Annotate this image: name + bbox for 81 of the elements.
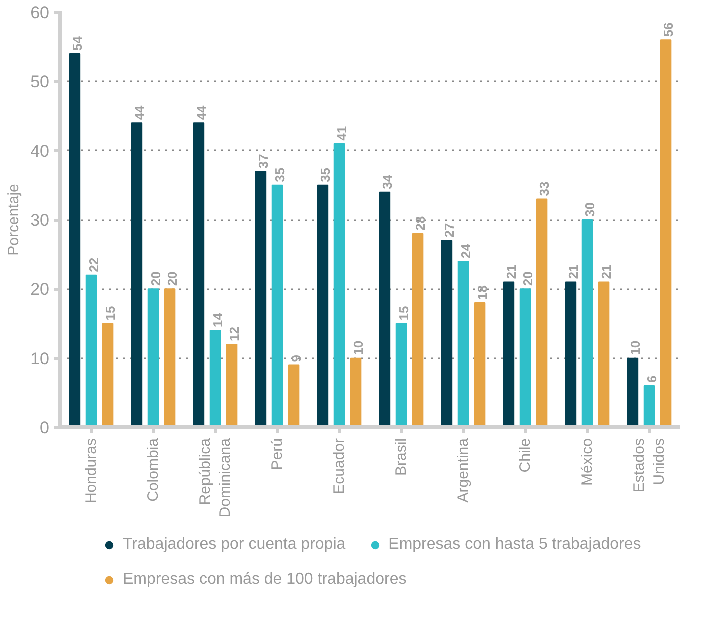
data-label: 12 bbox=[227, 327, 242, 342]
data-label: 18 bbox=[475, 286, 490, 300]
data-label: 44 bbox=[194, 104, 209, 120]
data-label: 22 bbox=[86, 258, 102, 272]
data-label: 56 bbox=[661, 22, 676, 38]
bar bbox=[317, 184, 329, 428]
x-tick-label: Chile bbox=[517, 438, 534, 473]
y-axis-title: Porcentaje bbox=[6, 184, 23, 256]
data-label: 35 bbox=[318, 168, 333, 182]
x-tick-label: Estados Unidos bbox=[630, 438, 668, 493]
bar bbox=[86, 274, 98, 428]
bar bbox=[412, 233, 424, 428]
y-tick-label: 0 bbox=[40, 418, 50, 438]
legend-label: Empresas con hasta 5 trabajadores bbox=[388, 536, 642, 554]
x-tick-label: Colombia bbox=[145, 438, 162, 502]
x-tick-label: Brasil bbox=[393, 438, 410, 476]
legend-label: Empresas con más de 100 trabajadores bbox=[123, 571, 407, 589]
data-label: 28 bbox=[413, 216, 428, 231]
data-label: 35 bbox=[272, 168, 288, 182]
data-label: 20 bbox=[148, 272, 164, 286]
data-label: 21 bbox=[566, 264, 581, 280]
data-label: 21 bbox=[599, 264, 614, 280]
y-tick-label: 60 bbox=[30, 4, 50, 22]
x-tick-label: Ecuador bbox=[331, 438, 348, 494]
bar bbox=[582, 220, 594, 428]
x-tick-label: Honduras bbox=[83, 438, 100, 504]
bar bbox=[131, 122, 143, 428]
y-tick-label: 50 bbox=[30, 72, 50, 92]
bar bbox=[660, 40, 672, 428]
bar bbox=[164, 288, 176, 428]
y-tick-label: 10 bbox=[30, 349, 50, 368]
data-label: 44 bbox=[132, 104, 147, 120]
bar bbox=[350, 358, 362, 428]
data-label: 14 bbox=[210, 312, 226, 328]
bar bbox=[474, 302, 486, 428]
data-label: 33 bbox=[537, 182, 552, 196]
bar bbox=[379, 192, 391, 428]
data-label: 10 bbox=[628, 340, 643, 356]
data-label: 37 bbox=[256, 154, 271, 169]
bar bbox=[148, 288, 160, 428]
bar bbox=[536, 198, 548, 428]
bar bbox=[396, 323, 408, 428]
bar bbox=[520, 288, 532, 428]
data-label: 54 bbox=[70, 36, 85, 51]
data-label: 9 bbox=[289, 355, 304, 362]
bar bbox=[334, 143, 346, 428]
data-label: 24 bbox=[458, 243, 474, 258]
y-tick-label: 40 bbox=[30, 142, 50, 161]
data-label: 27 bbox=[442, 223, 457, 238]
x-tick-label: México bbox=[579, 438, 596, 486]
bar bbox=[503, 282, 515, 428]
bar bbox=[458, 261, 470, 428]
data-label: 15 bbox=[396, 306, 412, 321]
data-label: 20 bbox=[520, 272, 536, 286]
data-label: 10 bbox=[351, 340, 366, 356]
data-label: 30 bbox=[582, 202, 598, 217]
legend-label: Trabajadores por cuenta propia bbox=[123, 536, 346, 554]
x-tick-label: Perú bbox=[269, 438, 286, 470]
bar bbox=[598, 282, 610, 428]
bar bbox=[193, 122, 205, 428]
data-label: 20 bbox=[165, 272, 180, 286]
bar bbox=[102, 323, 114, 428]
bar bbox=[272, 184, 284, 428]
y-tick-label: 20 bbox=[30, 280, 50, 300]
bar bbox=[255, 171, 267, 428]
x-tick-label: República Dominicana bbox=[196, 438, 234, 518]
bar bbox=[644, 386, 656, 428]
bar bbox=[627, 358, 639, 428]
bar bbox=[69, 54, 81, 428]
data-label: 6 bbox=[644, 376, 660, 383]
y-tick-label: 30 bbox=[30, 211, 50, 230]
x-tick-label: Argentina bbox=[455, 438, 472, 503]
bar bbox=[565, 282, 577, 428]
data-label: 41 bbox=[334, 126, 350, 141]
bar bbox=[210, 330, 222, 428]
data-label: 21 bbox=[504, 264, 519, 280]
bar bbox=[226, 344, 238, 428]
bar bbox=[288, 364, 300, 428]
data-label: 15 bbox=[103, 306, 118, 321]
data-label: 34 bbox=[380, 174, 395, 190]
bar bbox=[441, 240, 453, 428]
